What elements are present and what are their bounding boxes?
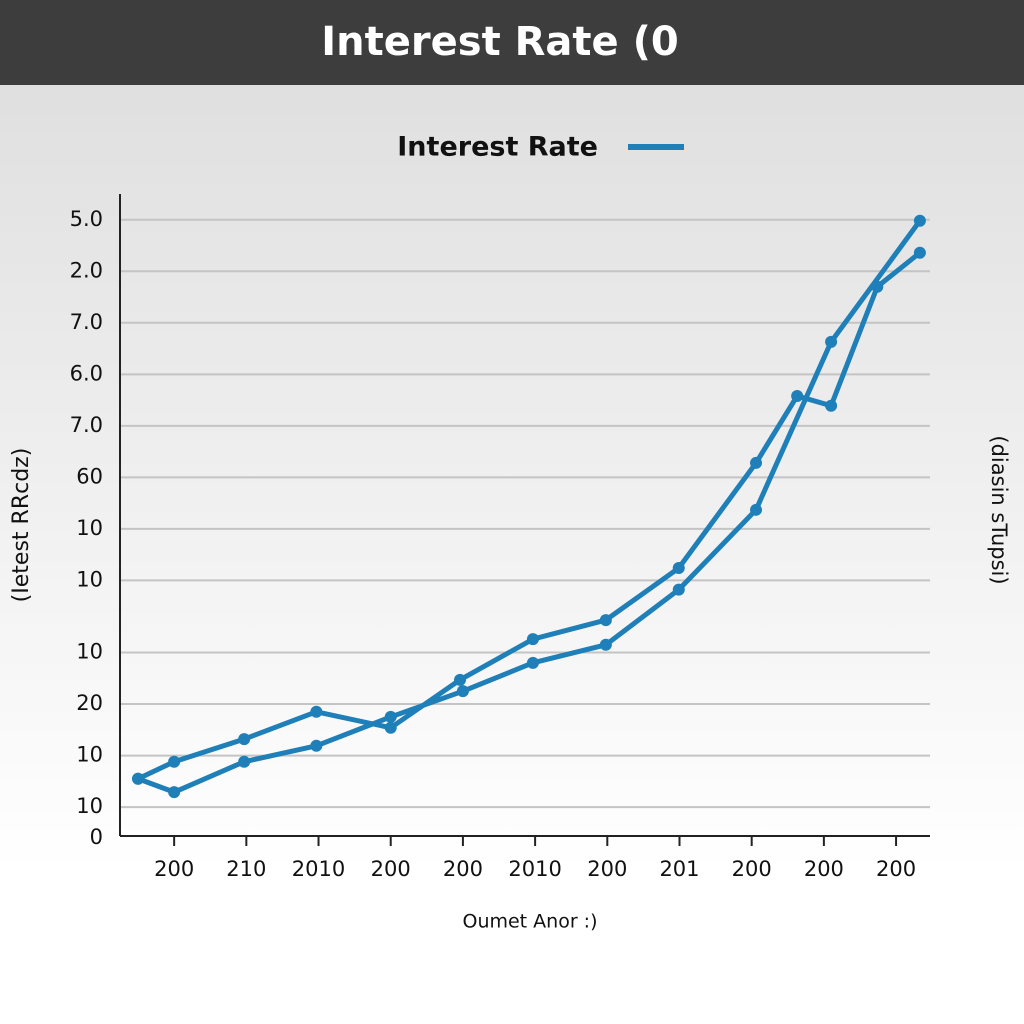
y-tick-label: 10 [76, 567, 103, 591]
data-point [599, 638, 612, 651]
y-tick-label: 7.0 [70, 310, 103, 334]
data-point [672, 562, 685, 575]
x-tick-label: 200 [443, 857, 483, 881]
data-point [672, 583, 685, 596]
data-point [168, 786, 181, 799]
data-point [750, 503, 763, 516]
x-tick-label: 210 [226, 857, 266, 881]
x-tick-label: 200 [732, 857, 772, 881]
legend-label: Interest Rate [397, 132, 598, 163]
data-point [168, 755, 181, 768]
data-point [238, 733, 251, 746]
x-tick-label: 200 [371, 857, 411, 881]
data-point [825, 399, 838, 412]
y-tick-label: 60 [76, 464, 103, 488]
y-tick-label: 10 [76, 794, 103, 818]
y-tick-label: 10 [76, 516, 103, 540]
header [0, 0, 1024, 85]
x-tick-label: 200 [804, 857, 844, 881]
y-tick-label: 7.0 [70, 413, 103, 437]
data-point [454, 673, 467, 686]
data-point [310, 705, 323, 718]
series-line [137, 219, 922, 795]
y2-axis-label: (diasin sTupsi) [987, 435, 1011, 584]
data-point [132, 772, 145, 785]
data-point [456, 685, 469, 698]
y-tick-label: 10 [76, 743, 103, 767]
data-point [913, 246, 926, 259]
y-axis-label: (Ietest RRcdz) [9, 448, 34, 603]
data-point [913, 214, 926, 227]
y-tick-label: 5.0 [70, 207, 103, 231]
y-tick-label: 2.0 [70, 258, 103, 282]
data-point [526, 656, 539, 669]
x-tick-label: 2010 [292, 857, 345, 881]
y-tick-label: 0 [90, 825, 103, 849]
x-tick-label: 200 [154, 857, 194, 881]
data-point [750, 456, 763, 469]
y-tick-label: 10 [76, 640, 103, 664]
data-point [384, 710, 397, 723]
y-tick-label: 6.0 [70, 361, 103, 385]
data-point [526, 633, 539, 646]
x-tick-label: 201 [659, 857, 699, 881]
y-tick-label: 20 [76, 691, 103, 715]
data-point [791, 389, 804, 402]
data-point [384, 721, 397, 734]
data-point [825, 335, 838, 348]
x-axis-label: Oumet Anor :) [462, 911, 597, 933]
data-point [310, 739, 323, 752]
x-tick-label: 200 [587, 857, 627, 881]
data-point [238, 755, 251, 768]
data-point [599, 614, 612, 627]
x-tick-label: 200 [876, 857, 916, 881]
chart-title: Interest Rate (0 [321, 19, 678, 65]
x-tick-label: 2010 [508, 857, 561, 881]
